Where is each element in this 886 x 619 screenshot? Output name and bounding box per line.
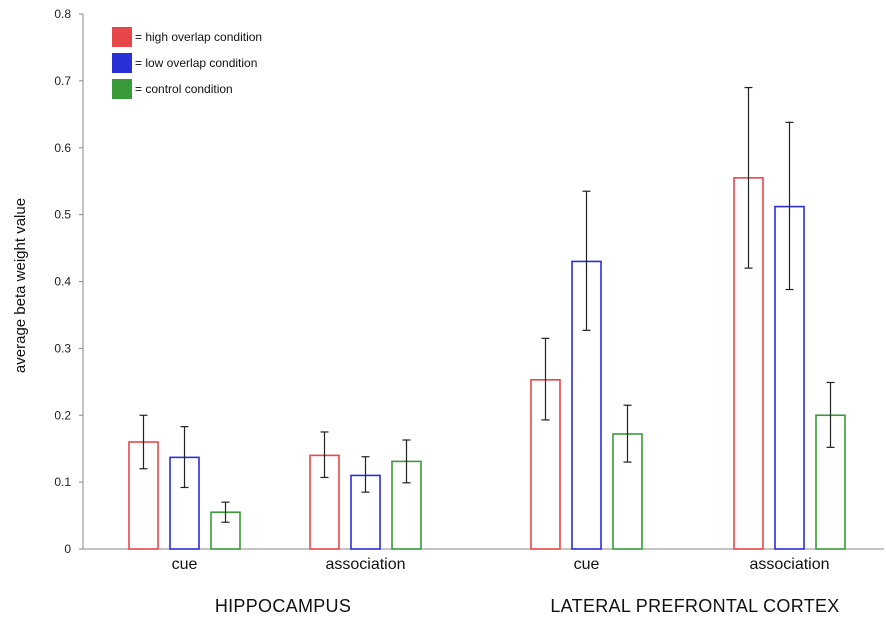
legend-label: = control condition: [135, 82, 233, 96]
error-bars: [139, 86, 835, 523]
legend-label: = low overlap condition: [135, 56, 257, 70]
category-label: cue: [172, 556, 198, 573]
y-tick-label: 0.1: [54, 475, 71, 489]
category-label: cue: [574, 556, 600, 573]
bar: [128, 441, 159, 550]
y-tick-label: 0.3: [54, 341, 71, 355]
y-tick-label: 0.8: [54, 7, 71, 21]
category-label: association: [325, 556, 405, 573]
y-tick-label: 0.4: [54, 275, 71, 289]
y-tick-label: 0.2: [54, 408, 71, 422]
legend-swatch: [112, 27, 132, 47]
bars: [128, 177, 846, 550]
labels: average beta weight value cue association c…: [12, 198, 839, 616]
legend-swatch: [112, 53, 132, 73]
y-tick-label: 0.5: [54, 208, 71, 222]
legend: = high overlap condition = low overlap co…: [112, 27, 262, 99]
legend-label: = high overlap condition: [135, 30, 262, 44]
legend-swatch: [112, 79, 132, 99]
y-tick-label: 0.6: [54, 141, 71, 155]
y-tick-label: 0: [64, 542, 71, 556]
y-tick-label: 0.7: [54, 74, 71, 88]
y-axis-label: average beta weight value: [12, 198, 29, 373]
group-label: LATERAL PREFRONTAL CORTEX: [550, 596, 839, 616]
group-label: HIPPOCAMPUS: [215, 596, 351, 616]
category-label: association: [749, 556, 829, 573]
